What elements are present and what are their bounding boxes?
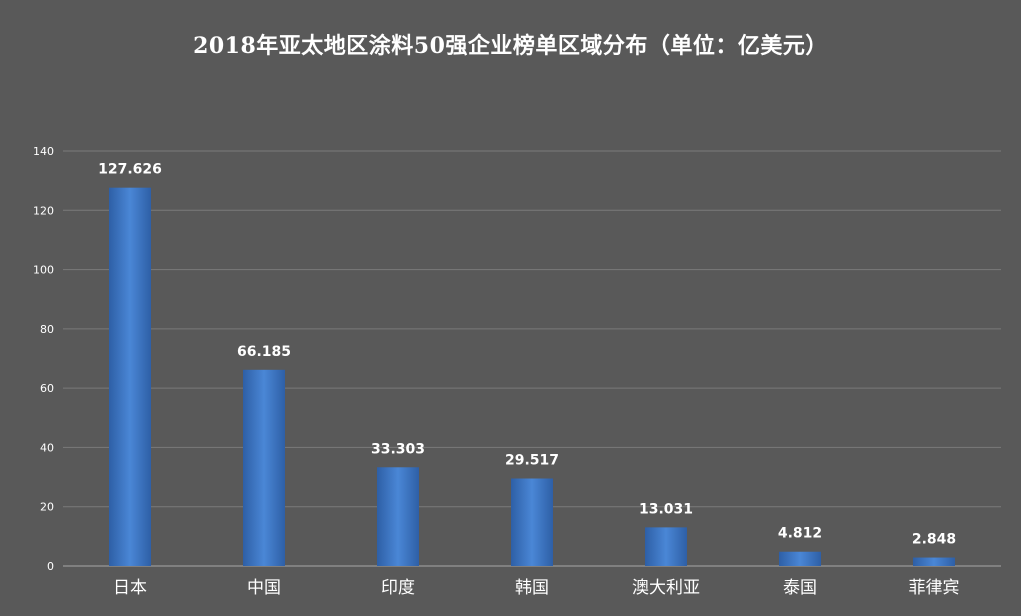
x-tick-label: 泰国 [783, 578, 817, 598]
data-label: 33.303 [371, 441, 425, 457]
x-tick-label: 印度 [381, 578, 415, 598]
chart-title: 2018年亚太地区涂料50强企业榜单区域分布（单位：亿美元） [193, 33, 828, 59]
data-label: 66.185 [237, 344, 291, 360]
data-label: 29.517 [505, 453, 559, 469]
x-tick-label: 日本 [113, 578, 147, 598]
labels: 127.626 日本 66.185 中国 33.303 印度 29.517 韩国 13.031 澳… [98, 162, 959, 598]
y-tick-label: 40 [40, 441, 54, 454]
bars [109, 187, 955, 567]
bar [109, 187, 151, 567]
data-label: 4.812 [778, 526, 822, 542]
bar [511, 478, 553, 566]
data-label: 127.626 [98, 162, 162, 178]
y-tick-label: 120 [33, 204, 54, 217]
x-tick-label: 中国 [247, 578, 281, 598]
y-tick-label: 100 [33, 264, 54, 277]
x-tick-label: 澳大利亚 [632, 578, 700, 598]
y-tick-label: 60 [40, 382, 54, 395]
y-tick-label: 0 [47, 560, 54, 573]
x-tick-label: 菲律宾 [909, 578, 960, 598]
data-label: 2.848 [912, 532, 956, 548]
bar [913, 557, 955, 566]
x-tick-label: 韩国 [515, 578, 549, 598]
gridlines [63, 150, 1001, 508]
data-label: 13.031 [639, 501, 693, 517]
bar [377, 467, 419, 566]
axes: 0 20 40 60 80 100 120 140 [33, 145, 1001, 573]
bar [243, 369, 285, 566]
bar [645, 527, 687, 566]
bar [779, 551, 821, 566]
y-tick-label: 140 [33, 145, 54, 158]
y-tick-label: 80 [40, 323, 54, 336]
y-tick-label: 20 [40, 501, 54, 514]
